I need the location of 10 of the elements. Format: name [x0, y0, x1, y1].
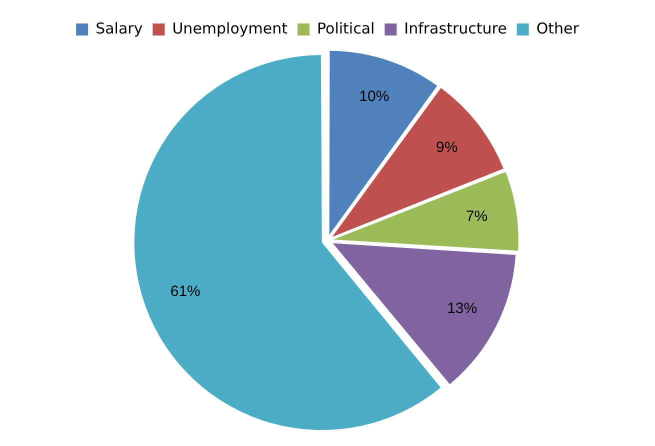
legend-label: Political: [317, 19, 375, 38]
data-label: 13%: [447, 300, 478, 318]
legend-label: Unemployment: [172, 19, 288, 38]
data-label: 10%: [359, 88, 390, 105]
legend-label: Salary: [96, 19, 143, 38]
legend-label: Other: [536, 19, 580, 38]
data-label: 9%: [436, 139, 458, 156]
data-label: 7%: [466, 208, 488, 226]
legend-label: Infrastructure: [404, 19, 507, 38]
data-label: 61%: [170, 282, 200, 300]
